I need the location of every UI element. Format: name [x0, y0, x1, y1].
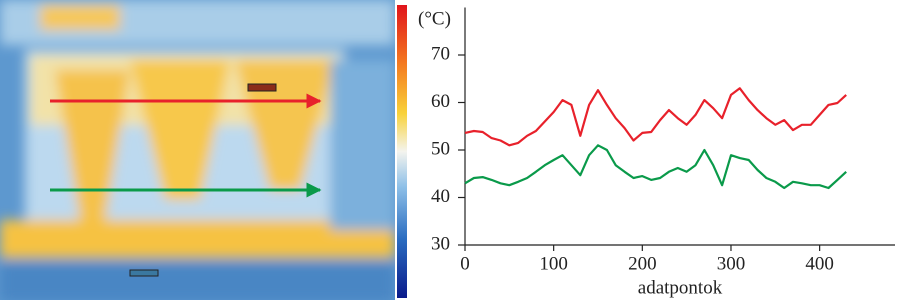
page: {"chart_data": {"type": "line", "ylabel"…: [0, 0, 904, 302]
plot: 30 40 50 60 70 0 100 200 300 400: [431, 8, 895, 275]
x-axis-label: adatpontok: [638, 277, 723, 298]
x-tick-label: 300: [717, 253, 746, 274]
x-tick-label: 100: [539, 253, 568, 274]
colorbar: [397, 5, 407, 298]
figure: (°C) adatpontok 30 40 50 60 70 0 100 200 300 400: [0, 0, 904, 302]
y-tick-label: 40: [431, 186, 450, 207]
x-tick-label: 400: [805, 253, 834, 274]
x-tick-label: 200: [628, 253, 657, 274]
series-line: [465, 88, 846, 145]
y-tick-label: 50: [431, 138, 450, 159]
x-tick-label: 0: [460, 253, 470, 274]
y-axis-label: (°C): [418, 8, 451, 29]
y-tick-label: 70: [431, 43, 450, 64]
y-tick-label: 30: [431, 233, 450, 254]
thermal-image: [0, 0, 395, 302]
y-tick-label: 60: [431, 91, 450, 112]
series-line: [465, 145, 846, 188]
